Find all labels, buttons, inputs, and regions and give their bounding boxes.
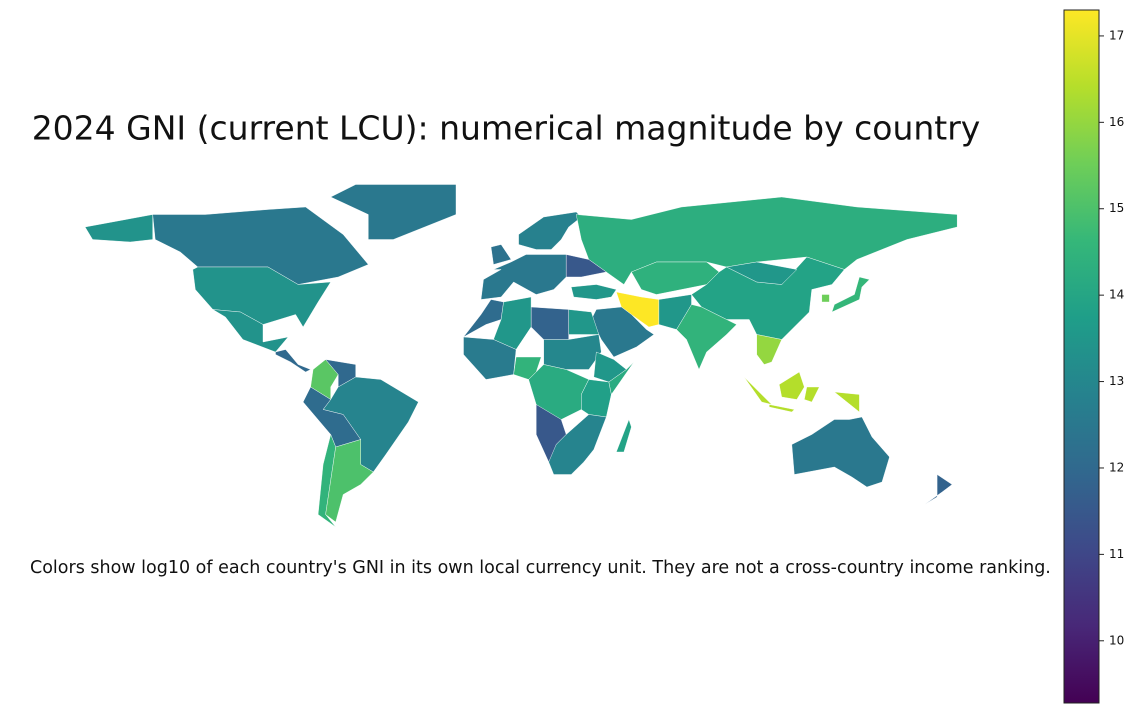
country: [566, 254, 607, 278]
map-note: Colors show log10 of each country's GNI …: [30, 558, 1051, 578]
country: [330, 184, 457, 240]
country: [518, 211, 582, 250]
colorbar-tick-label: 10: [1109, 633, 1124, 647]
country: [791, 416, 890, 488]
colorbar-tick-label: 11: [1109, 547, 1124, 561]
country: [658, 294, 692, 330]
colorbar-tick-label: 14: [1109, 288, 1124, 302]
country: [581, 379, 612, 418]
country: [831, 276, 870, 313]
country: [743, 371, 860, 413]
country: [493, 296, 532, 350]
country: [570, 284, 617, 300]
country: [212, 309, 289, 353]
country: [490, 244, 512, 265]
colorbar: [1063, 9, 1100, 704]
country: [821, 294, 830, 303]
colorbar-tick-label: 15: [1109, 201, 1124, 215]
map-title: 2024 GNI (current LCU): numerical magnit…: [32, 109, 981, 148]
colorbar-tick-label: 17: [1109, 28, 1124, 42]
country: [543, 334, 602, 370]
country: [924, 474, 953, 505]
country: [325, 439, 374, 523]
country: [530, 306, 569, 340]
country: [616, 418, 632, 453]
country: [691, 256, 845, 340]
country: [480, 254, 567, 300]
colorbar-tick-label: 12: [1109, 460, 1124, 474]
country: [725, 261, 798, 285]
country: [275, 349, 312, 373]
world-map: [84, 184, 958, 528]
country: [756, 334, 782, 365]
country: [676, 304, 737, 371]
colorbar-tick-label: 16: [1109, 115, 1124, 129]
country: [548, 414, 607, 475]
colorbar-tick-label: 13: [1109, 374, 1124, 388]
